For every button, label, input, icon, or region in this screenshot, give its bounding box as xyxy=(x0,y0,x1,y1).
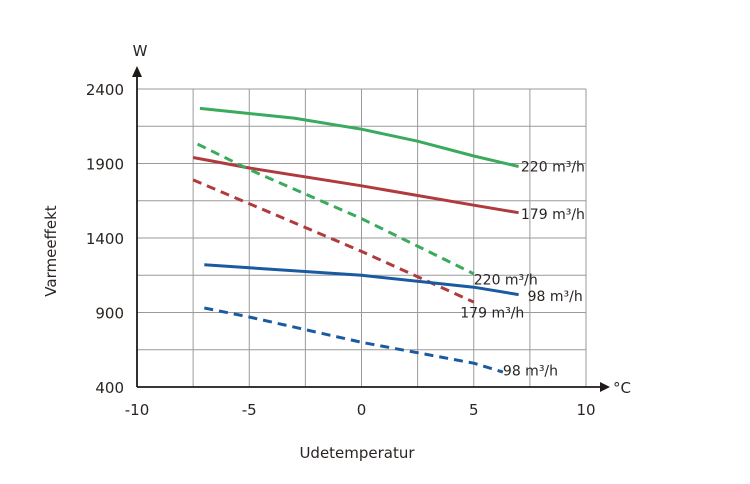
y-tick-label: 1400 xyxy=(86,230,124,248)
x-tick-label: -5 xyxy=(242,401,257,419)
chart-axes xyxy=(132,66,610,392)
x-tick-label: -10 xyxy=(125,401,150,419)
x-tick-label: 0 xyxy=(357,401,367,419)
chart-grid xyxy=(137,88,587,387)
y-tick-label: 2400 xyxy=(86,81,124,99)
y-axis-arrow xyxy=(132,66,142,77)
series-line xyxy=(192,156,519,215)
series-label: 179 m³/h xyxy=(521,207,585,223)
series-label: 220 m³/h xyxy=(521,159,585,175)
series-line xyxy=(199,106,519,168)
y-axis-title: Varmeeffekt xyxy=(42,205,60,297)
y-tick-label: 900 xyxy=(95,305,124,323)
x-axis-arrow xyxy=(600,382,610,392)
series-label: 220 m³/h xyxy=(474,273,538,289)
x-tick-label: 5 xyxy=(469,401,479,419)
series-line xyxy=(204,306,504,374)
y-tick-label: 1900 xyxy=(86,156,124,174)
chart-series xyxy=(192,106,519,374)
series-line xyxy=(192,178,475,304)
series-label: 98 m³/h xyxy=(528,289,583,305)
y-unit-label: W xyxy=(133,42,148,60)
series-line xyxy=(196,142,475,276)
series-label: 179 m³/h xyxy=(460,306,524,322)
x-axis-title: Udetemperatur xyxy=(299,444,415,462)
series-line xyxy=(204,263,519,297)
chart-tick-labels: -10 -5 0 5 10 400 900 1400 1900 2400 xyxy=(86,81,596,419)
y-tick-label: 400 xyxy=(95,379,124,397)
x-unit-label: °C xyxy=(613,379,631,397)
series-label: 98 m³/h xyxy=(503,364,558,380)
x-tick-label: 10 xyxy=(576,401,595,419)
